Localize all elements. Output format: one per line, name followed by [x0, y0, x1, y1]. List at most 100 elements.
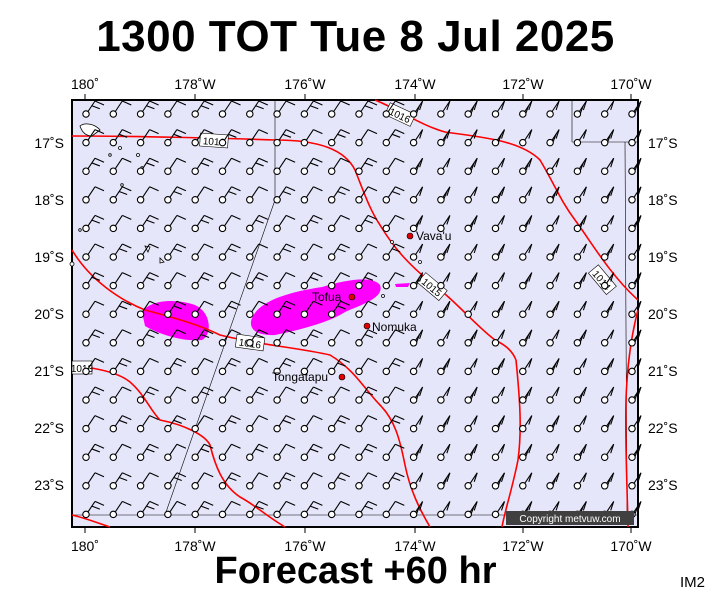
wind-barb	[327, 186, 350, 204]
wind-barb	[82, 500, 105, 519]
wind-barb	[327, 386, 350, 404]
wind-barb	[382, 415, 405, 433]
wind-barb	[164, 214, 187, 233]
wind-barb	[273, 357, 296, 376]
wind-barb	[164, 329, 187, 347]
wind-barb	[546, 358, 560, 376]
wind-barb	[109, 386, 132, 404]
wind-barb	[409, 386, 424, 404]
wind-barb	[600, 443, 615, 461]
wind-barb	[246, 214, 269, 233]
wind-barb	[409, 358, 424, 376]
wind-barb	[409, 243, 424, 261]
wind-barb	[300, 129, 323, 147]
wind-barb	[437, 386, 451, 404]
wind-barb	[355, 415, 378, 433]
lat-label: 20˚S	[648, 306, 678, 322]
wind-barb	[191, 500, 214, 519]
wind-barb	[136, 186, 159, 204]
wind-barb	[109, 472, 132, 490]
wind-barb	[218, 329, 241, 347]
wind-barb	[191, 100, 214, 118]
wind-barb	[327, 415, 350, 433]
wind-barb	[628, 415, 642, 433]
wind-barb	[273, 415, 296, 433]
lon-label: 180˚	[71, 76, 99, 92]
lat-label: 18˚S	[648, 192, 678, 208]
wind-barb	[246, 443, 269, 461]
wind-barb	[218, 186, 241, 204]
wind-barb	[546, 415, 560, 433]
wind-barb	[437, 501, 451, 519]
wind-barb	[464, 129, 478, 147]
wind-barb	[109, 357, 132, 376]
wind-barb	[437, 358, 451, 376]
wind-barb	[327, 272, 350, 290]
wind-barb	[491, 300, 506, 318]
wind-barb	[327, 129, 350, 147]
wind-barb	[300, 272, 323, 290]
wind-barb	[164, 272, 187, 290]
wind-barb	[628, 157, 642, 175]
place-label-vavau: Vava'u	[416, 229, 451, 243]
wind-barb	[355, 129, 378, 147]
wind-barb	[136, 129, 159, 147]
wind-barb	[628, 358, 642, 376]
wind-barb	[355, 357, 378, 376]
wind-barb	[464, 472, 478, 490]
wind-barb	[327, 214, 350, 233]
lat-label: 22˚S	[648, 420, 678, 436]
wind-barb	[136, 329, 159, 347]
island-samoa-shape	[79, 123, 101, 137]
map-title: 1300 TOT Tue 8 Jul 2025	[96, 12, 615, 61]
wind-barb	[546, 100, 560, 118]
lat-label: 22˚S	[34, 420, 64, 436]
lon-label: 178˚W	[174, 76, 216, 92]
wind-barb	[355, 272, 378, 290]
wind-barb	[273, 243, 296, 261]
wind-barb	[600, 415, 615, 433]
isobar-1016-top	[374, 99, 639, 301]
lat-label: 19˚S	[34, 249, 64, 265]
wind-barb	[628, 272, 642, 290]
wind-barb	[164, 357, 187, 376]
wind-barb	[82, 214, 105, 233]
isobar-1013-west	[71, 514, 111, 528]
isobar-1016-south	[71, 249, 431, 528]
lon-label: 174˚W	[394, 76, 436, 92]
wind-barb	[409, 472, 424, 490]
wind-barb	[273, 186, 296, 204]
wind-barb	[191, 186, 214, 204]
wind-barb	[491, 501, 506, 519]
wind-barb	[382, 157, 405, 175]
wind-barb	[300, 100, 323, 118]
wind-barb	[573, 186, 587, 204]
wind-barb	[519, 415, 533, 433]
wind-barb	[491, 100, 506, 118]
wind-barb	[136, 500, 159, 519]
wind-barb	[437, 215, 451, 233]
wind-barbs	[82, 100, 642, 519]
wind-barb	[437, 443, 451, 461]
wind-barb	[191, 300, 214, 318]
wind-barb	[491, 443, 506, 461]
wind-barb	[546, 129, 560, 147]
lat-label: 21˚S	[34, 363, 64, 379]
lat-label: 17˚S	[648, 135, 678, 151]
wind-barb	[136, 272, 159, 290]
wind-barb	[600, 243, 615, 261]
wind-barb	[82, 357, 105, 376]
wind-barb	[82, 415, 105, 433]
wind-barb	[382, 129, 405, 147]
wind-barb	[628, 215, 642, 233]
wind-barb	[109, 300, 132, 318]
rain-area-central	[250, 279, 381, 336]
wind-barb	[273, 272, 296, 290]
wind-barb	[546, 300, 560, 318]
wind-barb	[82, 329, 105, 347]
wind-barb	[191, 415, 214, 433]
place-dot-tofua	[348, 293, 356, 301]
isobar-label: 1016	[202, 136, 225, 149]
wind-barb	[164, 100, 187, 118]
wind-barb	[164, 157, 187, 175]
